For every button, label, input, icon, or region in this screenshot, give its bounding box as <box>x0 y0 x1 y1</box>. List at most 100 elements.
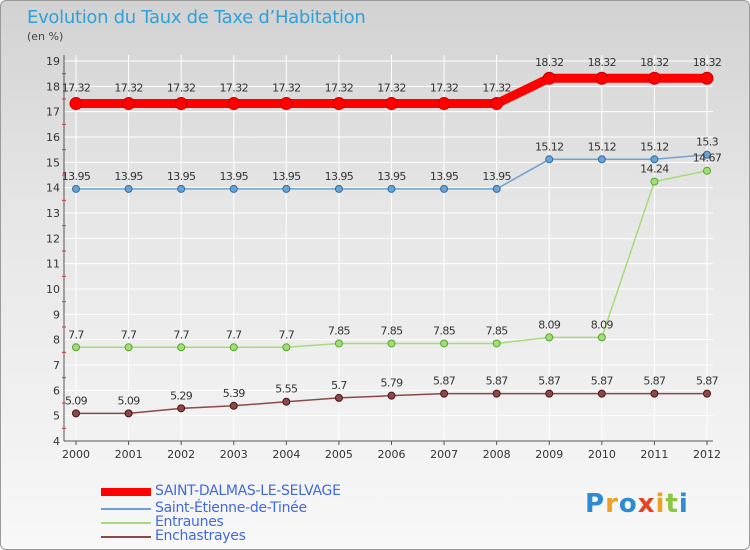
x-tick-label: 2005 <box>325 448 353 461</box>
y-tick-label: 9 <box>53 308 60 321</box>
data-label: 13.95 <box>430 170 459 183</box>
data-point <box>72 409 80 418</box>
x-tick-label: 2011 <box>640 448 668 461</box>
legend-swatch <box>101 508 151 510</box>
x-tick-label: 2000 <box>62 448 90 461</box>
data-label: 7.85 <box>433 324 456 337</box>
data-label: 15.3 <box>696 136 719 149</box>
data-point <box>177 184 186 193</box>
data-label: 15.12 <box>535 140 564 153</box>
y-tick-label: 19 <box>46 55 60 68</box>
y-tick-label: 18 <box>46 80 60 93</box>
data-point <box>700 71 714 85</box>
data-label: 5.29 <box>170 389 193 402</box>
x-tick-label: 2010 <box>588 448 616 461</box>
data-label: 8.09 <box>538 318 561 331</box>
x-tick-label: 2002 <box>167 448 195 461</box>
data-label: 17.32 <box>62 82 91 95</box>
data-point <box>437 97 451 111</box>
data-label: 5.09 <box>118 394 141 407</box>
data-point <box>385 97 398 111</box>
x-tick-label: 2003 <box>220 448 248 461</box>
logo-letter: r <box>605 489 619 519</box>
data-label: 7.85 <box>380 324 403 337</box>
data-label: 13.95 <box>272 170 301 183</box>
x-tick-label: 2009 <box>535 448 563 461</box>
data-point <box>597 155 606 164</box>
x-tick-label: 2012 <box>693 448 721 461</box>
data-point <box>282 343 291 352</box>
x-tick-label: 2008 <box>483 448 511 461</box>
data-point <box>545 333 554 342</box>
y-tick-label: 12 <box>46 232 60 245</box>
legend-swatch <box>101 536 151 538</box>
legend-label: Entraunes <box>155 514 224 530</box>
data-label: 7.85 <box>486 324 509 337</box>
y-tick-label: 17 <box>46 106 60 119</box>
y-tick-label: 16 <box>46 131 60 144</box>
logo-letter: i <box>655 489 666 519</box>
data-label: 18.32 <box>640 56 669 69</box>
data-label: 5.87 <box>538 375 561 388</box>
data-point <box>177 404 186 413</box>
data-label: 17.32 <box>220 82 249 95</box>
data-point <box>492 389 501 398</box>
data-label: 13.95 <box>482 170 511 183</box>
data-label: 5.87 <box>643 375 666 388</box>
data-point <box>122 97 136 111</box>
y-tick-label: 6 <box>53 384 60 397</box>
data-label: 17.32 <box>430 82 459 95</box>
data-label: 17.32 <box>482 82 511 95</box>
data-point <box>545 389 554 398</box>
legend-label: Enchastrayes <box>155 528 246 544</box>
data-label: 5.39 <box>223 387 246 400</box>
y-tick-label: 11 <box>46 258 60 271</box>
data-label: 18.32 <box>535 56 564 69</box>
data-point <box>440 389 449 398</box>
legend-label: SAINT-DALMAS-LE-SELVAGE <box>155 483 341 499</box>
data-point <box>490 97 504 111</box>
y-tick-label: 5 <box>53 410 60 423</box>
chart-title: Evolution du Taux de Taxe d’Habitation <box>27 7 366 28</box>
data-point <box>69 97 83 111</box>
legend-swatch <box>101 522 151 524</box>
data-point <box>229 343 238 352</box>
legend-label: Saint-Étienne-de-Tinée <box>155 500 307 516</box>
data-label: 5.09 <box>65 394 88 407</box>
logo-letter: x <box>637 489 656 519</box>
data-label: 13.95 <box>62 170 91 183</box>
data-label: 17.32 <box>325 82 354 95</box>
y-tick-label: 14 <box>46 182 60 195</box>
data-label: 5.87 <box>591 375 614 388</box>
data-label: 18.32 <box>693 56 722 69</box>
x-tick-label: 2007 <box>430 448 458 461</box>
data-point <box>492 184 501 193</box>
data-label: 13.95 <box>377 170 406 183</box>
data-point <box>440 339 449 348</box>
data-point <box>703 389 711 398</box>
data-point <box>387 184 396 193</box>
data-point <box>650 155 659 164</box>
data-label: 13.95 <box>114 170 143 183</box>
data-label: 7.7 <box>278 328 294 341</box>
data-point <box>387 339 396 348</box>
chart-unit-label: (en %) <box>27 30 64 43</box>
data-point <box>282 184 291 193</box>
data-label: 13.95 <box>325 170 354 183</box>
data-label: 7.7 <box>121 328 137 341</box>
data-point <box>229 401 238 410</box>
data-label: 15.12 <box>640 140 669 153</box>
data-label: 14.24 <box>640 163 669 176</box>
y-tick-label: 7 <box>53 359 60 372</box>
data-point <box>174 97 188 111</box>
data-point <box>703 150 711 159</box>
data-point <box>124 184 133 193</box>
data-label: 13.95 <box>167 170 196 183</box>
data-label: 7.7 <box>173 328 189 341</box>
data-point <box>492 339 501 348</box>
data-point <box>229 184 238 193</box>
data-label: 5.87 <box>486 375 509 388</box>
y-tick-label: 15 <box>46 156 60 169</box>
data-point <box>334 339 343 348</box>
data-label: 7.7 <box>226 328 242 341</box>
